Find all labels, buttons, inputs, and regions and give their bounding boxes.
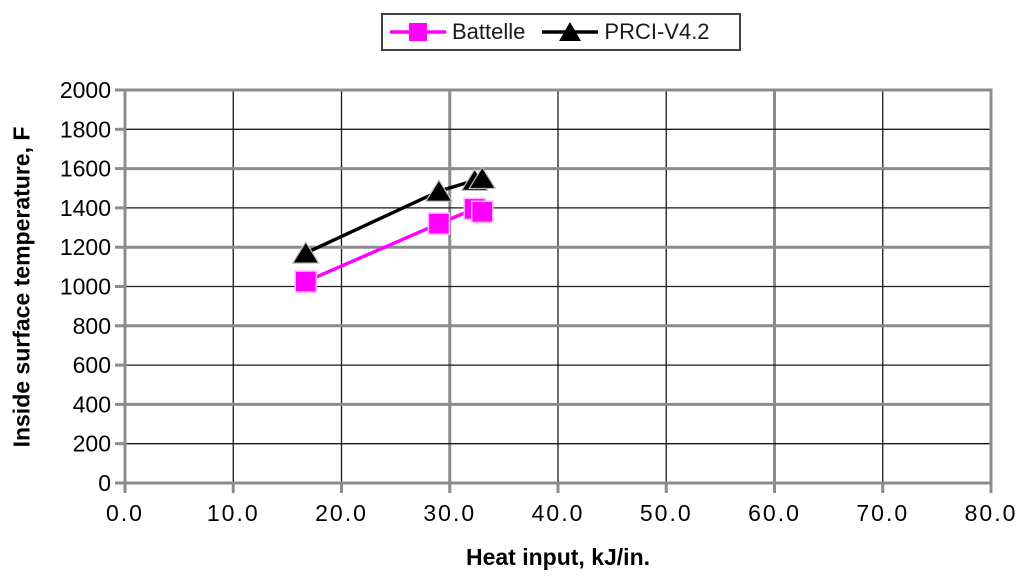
y-tick-label: 600 [73,352,111,378]
x-tick-label: 80.0 [965,500,1018,526]
data-point-marker [468,166,497,190]
x-tick-label: 20.0 [315,500,368,526]
legend-square-marker-icon [409,23,427,41]
x-tick-label: 30.0 [423,500,476,526]
legend-label-battelle: Battelle [452,19,526,44]
y-axis-title: Inside surface temperature, F [8,126,35,448]
data-point-marker [294,270,318,293]
data-point-marker [291,240,320,264]
plot-border [123,88,993,485]
legend-item-battelle: Battelle [389,19,525,45]
y-tick-label: 1200 [60,234,111,260]
chart-legend: Battelle PRCI-V4.2 [381,13,741,51]
y-tick-label: 1600 [60,156,111,182]
y-tick-label: 1000 [60,274,111,300]
x-tick-label: 40.0 [532,500,585,526]
prci-line-marker-swatch [542,22,599,41]
legend-label-prci: PRCI-V4.2 [604,19,710,44]
x-tick-label: 10.0 [207,500,260,526]
y-tick-label: 0 [98,470,111,496]
data-point-marker [424,179,454,202]
x-tick-label: 60.0 [748,500,801,526]
x-tick-label: 50.0 [640,500,693,526]
y-tick-label: 200 [73,431,111,457]
x-axis-title: Heat input, kJ/in. [465,544,651,570]
y-tick-label: 1400 [60,195,111,221]
y-tick-label: 2000 [60,77,111,103]
battelle-line-marker-swatch [390,23,446,41]
x-tick-label: 70.0 [856,500,909,526]
y-tick-label: 400 [73,391,111,417]
legend-item-prci: PRCI-V4.2 [541,19,710,45]
y-tick-label: 800 [73,313,111,339]
y-tick-label: 1800 [60,116,111,142]
data-point-marker [470,200,494,224]
legend-triangle-marker-icon [559,22,582,41]
data-point-marker [427,212,451,235]
x-tick-label: 0.0 [106,500,144,526]
